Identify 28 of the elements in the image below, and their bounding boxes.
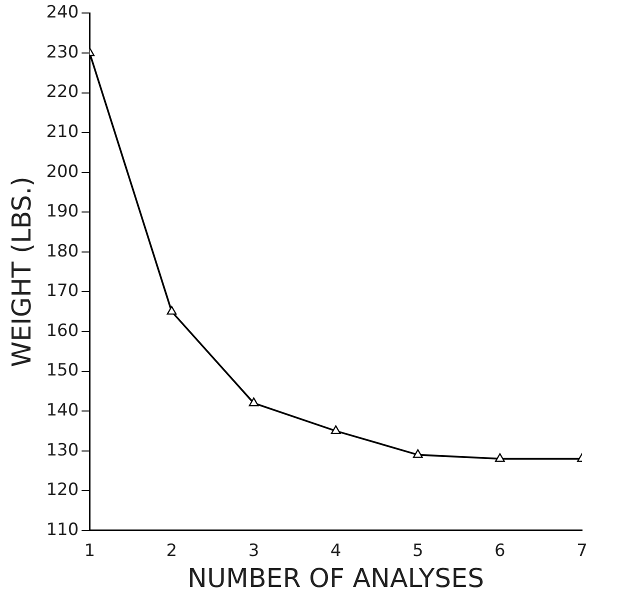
x-tick-label: 5 <box>412 541 424 562</box>
point <box>166 306 177 315</box>
y-tick-label: 140 <box>46 400 79 420</box>
x-tick-label: 4 <box>330 541 342 562</box>
y-tick-label: 160 <box>46 320 79 341</box>
x-axis-title: NUMBER OF ANALYSES <box>188 564 484 594</box>
point <box>248 397 259 406</box>
y-tick-label: 180 <box>46 241 79 262</box>
point <box>412 449 423 458</box>
x-tick-label: 3 <box>248 541 260 562</box>
point <box>495 453 505 462</box>
y-tick-label: 110 <box>46 520 79 540</box>
y-tick-label: 230 <box>46 42 79 62</box>
y-tick-label: 170 <box>46 281 79 302</box>
y-axis-title: WEIGHT (LBS.) <box>7 176 38 368</box>
x-tick-label: 7 <box>576 541 588 562</box>
point <box>330 425 341 434</box>
y-tick-label: 210 <box>46 122 79 142</box>
y-tick-label: 120 <box>46 480 79 500</box>
x-tick-label: 6 <box>494 541 506 562</box>
y-tick-label: 150 <box>46 360 79 381</box>
y-tick-label: 130 <box>46 440 79 460</box>
y-tick-label: 190 <box>46 202 79 222</box>
y-tick-label: 220 <box>46 82 79 102</box>
x-tick-label: 1 <box>84 541 96 562</box>
y-tick-label: 200 <box>46 162 79 182</box>
y-tick-label: 240 <box>46 2 79 23</box>
x-tick-label: 2 <box>166 541 178 562</box>
